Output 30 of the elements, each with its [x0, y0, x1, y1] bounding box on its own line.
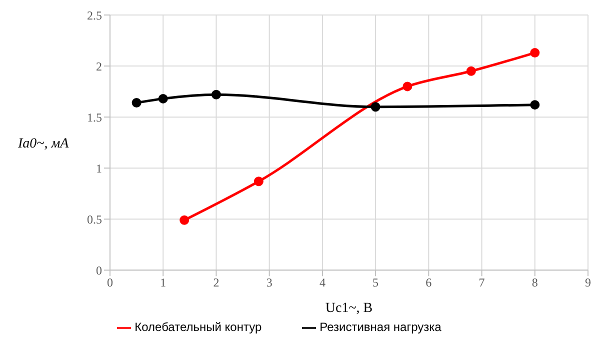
legend-label: Резистивная нагрузка — [320, 320, 442, 334]
x-tick-label: 5 — [372, 276, 379, 290]
y-tick-label: 1.5 — [87, 110, 102, 124]
x-tick-label: 8 — [532, 276, 538, 290]
y-tick-label: 0.5 — [87, 212, 102, 226]
point — [211, 90, 221, 100]
y-tick-label: 1 — [96, 161, 102, 176]
x-tick-label: 4 — [319, 276, 326, 290]
y-axis-title: Ia0~, мА — [17, 136, 70, 152]
point — [530, 48, 540, 58]
y-tick-label: 2 — [96, 59, 102, 74]
x-tick-label: 3 — [266, 276, 272, 290]
point — [180, 215, 190, 225]
x-axis-title: Uc1~, В — [325, 301, 373, 316]
point — [402, 82, 412, 92]
point — [530, 100, 540, 110]
y-tick-label: 0 — [96, 263, 102, 278]
x-tick-label: 2 — [213, 276, 220, 290]
point — [132, 98, 142, 108]
point — [370, 102, 380, 112]
legend-label: Колебательный контур — [134, 320, 262, 334]
x-tick-label: 7 — [478, 276, 485, 290]
x-tick-label: 6 — [426, 276, 432, 290]
point — [254, 176, 264, 186]
point — [466, 66, 476, 76]
x-tick-label: 9 — [585, 276, 591, 290]
y-tick-label: 2.5 — [87, 8, 102, 22]
x-tick-label: 0 — [107, 276, 113, 290]
point — [158, 94, 168, 104]
x-tick-label: 1 — [160, 276, 166, 290]
